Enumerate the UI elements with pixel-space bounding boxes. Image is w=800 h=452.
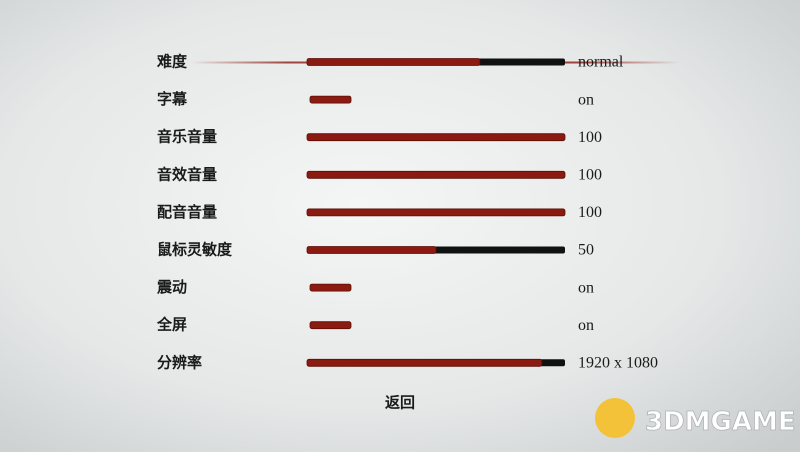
slider-fill [306, 358, 543, 367]
setting-label[interactable]: 分辨率 [157, 353, 202, 371]
setting-label[interactable]: 难度 [156, 53, 188, 71]
setting-value[interactable]: on [578, 317, 594, 334]
setting-label[interactable]: 鼠标灵敏度 [157, 241, 233, 259]
setting-label[interactable]: 字幕 [157, 90, 188, 108]
setting-value[interactable]: 1920 x 1080 [578, 354, 658, 371]
setting-label[interactable]: 音乐音量 [157, 128, 217, 146]
slider-fill [306, 58, 481, 66]
slider-fill [306, 208, 566, 217]
setting-value[interactable]: 100 [578, 166, 602, 183]
slider-fill [306, 170, 566, 179]
setting-label[interactable]: 全屏 [156, 316, 187, 334]
watermark: 3DMGAME [645, 407, 796, 437]
back-button[interactable]: 返回 [385, 394, 415, 412]
setting-value[interactable]: 50 [578, 242, 594, 259]
setting-value[interactable]: 100 [578, 129, 602, 146]
watermark-logo [595, 398, 635, 438]
setting-label[interactable]: 震动 [157, 278, 187, 296]
setting-label[interactable]: 音效音量 [157, 165, 217, 183]
setting-value[interactable]: normal [578, 54, 624, 71]
setting-label[interactable]: 配音音量 [157, 203, 217, 221]
setting-value[interactable]: on [578, 91, 594, 108]
slider-fill [306, 133, 566, 142]
slider-fill [306, 246, 437, 254]
toggle-indicator[interactable] [309, 321, 352, 330]
setting-value[interactable]: on [578, 279, 594, 296]
toggle-indicator[interactable] [309, 95, 352, 104]
toggle-indicator[interactable] [309, 283, 352, 292]
setting-value[interactable]: 100 [578, 204, 602, 221]
